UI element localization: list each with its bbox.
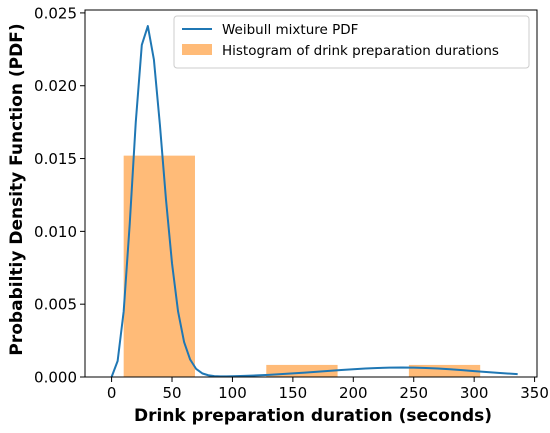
x-tick-label: 0 <box>107 384 117 402</box>
y-tick-label: 0.005 <box>34 296 77 314</box>
x-tick-label: 150 <box>279 384 308 402</box>
legend-box <box>173 15 530 69</box>
plot-frame <box>84 9 538 378</box>
x-axis-title: Drink preparation duration (seconds) <box>134 406 492 426</box>
legend-bar-label: Histogram of drink preparation durations <box>222 43 499 59</box>
x-tick-label: 300 <box>460 384 489 402</box>
y-tick-label: 0.000 <box>34 369 77 387</box>
x-tick-label: 200 <box>339 384 368 402</box>
x-tick-label: 50 <box>162 384 181 402</box>
legend-bar-swatch <box>182 44 212 55</box>
y-tick-label: 0.010 <box>34 223 77 241</box>
legend-line-label: Weibull mixture PDF <box>222 22 358 38</box>
y-axis-ticks: 0.000 0.005 0.010 0.015 0.020 0.025 <box>34 4 85 387</box>
y-tick-label: 0.015 <box>34 150 77 168</box>
pdf-line-layer <box>110 25 518 378</box>
x-axis-ticks: 0 50 100 150 200 250 300 350 <box>107 377 549 402</box>
x-tick-label: 100 <box>218 384 247 402</box>
x-tick-label: 350 <box>520 384 549 402</box>
legend: Weibull mixture PDF Histogram of drink p… <box>173 15 530 69</box>
x-tick-label: 250 <box>399 384 428 402</box>
y-tick-label: 0.020 <box>34 77 77 95</box>
y-axis-title: Probabiltiy Density Function (PDF) <box>7 23 27 355</box>
histogram-bars <box>123 155 481 377</box>
weibull-pdf-line <box>110 25 518 378</box>
y-tick-label: 0.025 <box>34 4 77 22</box>
